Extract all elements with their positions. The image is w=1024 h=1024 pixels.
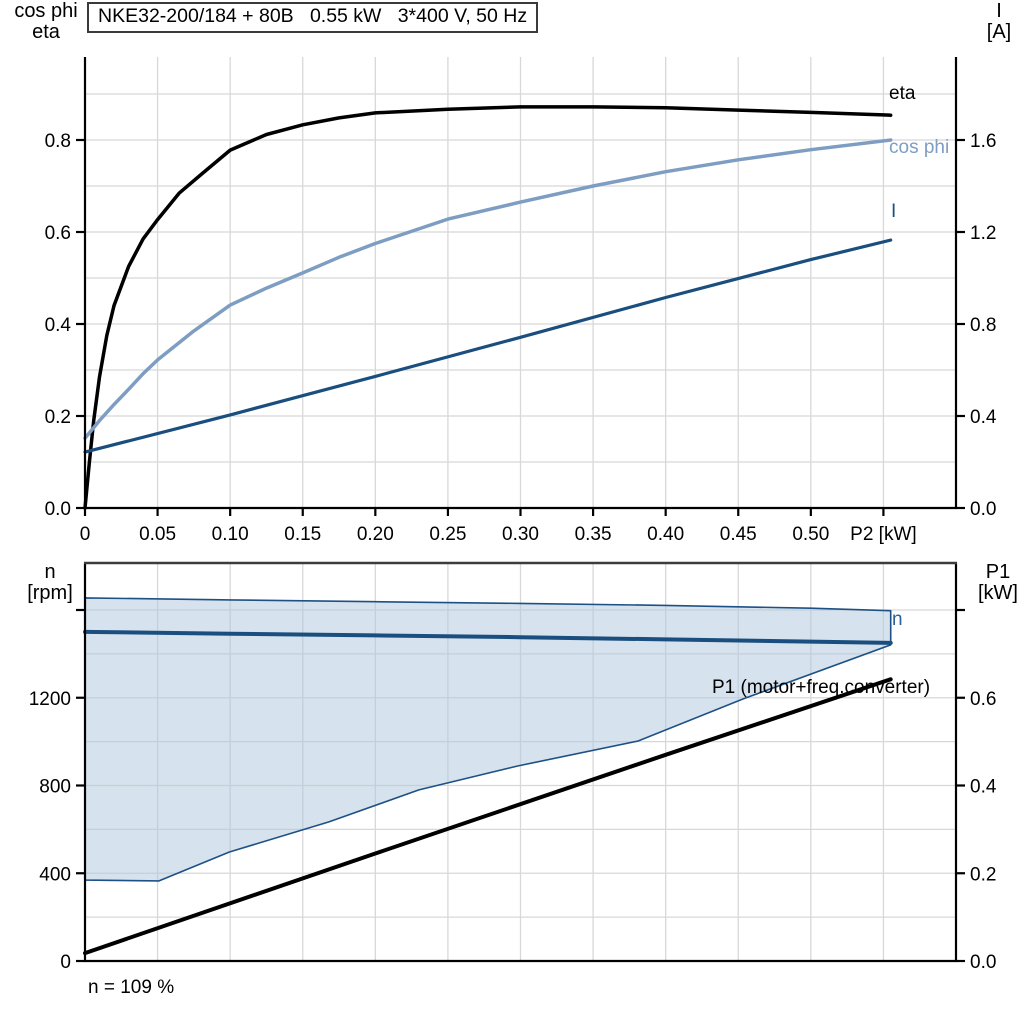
tick-label: 0.30 <box>502 524 539 545</box>
tick-label: 0 <box>60 952 71 973</box>
tick-label: 0.0 <box>970 499 996 520</box>
current-curve-label: I <box>891 201 897 222</box>
chart-title: NKE32-200/184 + 80B 0.55 kW 3*400 V, 50 … <box>87 2 539 33</box>
tick-label: 0 <box>80 524 91 545</box>
tick-label: 0.8 <box>45 131 71 152</box>
tick-label: 400 <box>39 864 71 885</box>
tick-label: 0.6 <box>970 689 996 710</box>
axis-title-cos-phi: cos phi <box>14 0 78 22</box>
tick-label: 0.4 <box>970 407 997 428</box>
tick-label: 0.25 <box>429 524 466 545</box>
P1-curve <box>83 677 893 956</box>
eta-curve <box>83 105 893 510</box>
tick-label: 800 <box>39 777 71 798</box>
tick-label: 0.10 <box>212 524 249 545</box>
tick-label: 1.6 <box>970 131 996 152</box>
axis-title-p1-unit: [kW] <box>978 582 1018 604</box>
bottom-chart-left-axis-title: n [rpm] <box>12 562 88 604</box>
tick-label: P2 [kW] <box>850 524 917 545</box>
n-curve <box>83 629 893 645</box>
bottom-chart-right-axis-title: P1 [kW] <box>970 562 1024 604</box>
tick-label: 0.0 <box>45 499 71 520</box>
speed-setting-note: n = 109 % <box>88 977 175 998</box>
cos-phi-curve <box>83 138 893 440</box>
axis-title-current-unit: [A] <box>986 21 1012 43</box>
tick-label: 1.2 <box>970 223 996 244</box>
axis-title-current: I <box>996 0 1002 22</box>
I-curve <box>83 238 893 454</box>
tick-label: 0.35 <box>575 524 612 545</box>
tick-label: 0.45 <box>720 524 757 545</box>
tick-label: 0.2 <box>970 864 996 885</box>
tick-label: 0.0 <box>970 952 996 973</box>
axis-title-speed: n <box>44 561 56 583</box>
tick-label: 0.2 <box>45 407 71 428</box>
tick-label: 0.40 <box>647 524 684 545</box>
p1-curve-label: P1 (motor+freq.converter) <box>712 677 931 698</box>
tick-label: 0.50 <box>792 524 829 545</box>
tick-label: 0.6 <box>45 223 71 244</box>
top-chart-left-axis-title: cos phi eta <box>6 1 86 43</box>
cos-phi-curve-label: cos phi <box>889 137 950 158</box>
tick-label: 0.15 <box>284 524 321 545</box>
tick-label: 0.4 <box>45 315 72 336</box>
tick-label: 0.4 <box>970 777 997 798</box>
speed-range-area <box>84 597 892 882</box>
top-chart-right-axis-title: I [A] <box>974 1 1024 43</box>
axis-title-p1: P1 <box>985 561 1011 583</box>
axis-title-speed-unit: [rpm] <box>27 582 73 604</box>
axis-title-eta: eta <box>32 21 60 43</box>
tick-label: 1200 <box>29 689 71 710</box>
speed-curve-label: n <box>892 609 903 630</box>
eta-curve-label: eta <box>889 83 916 104</box>
tick-label: 0.8 <box>970 315 996 336</box>
tick-label: 0.05 <box>139 524 176 545</box>
tick-label: 0.20 <box>357 524 394 545</box>
